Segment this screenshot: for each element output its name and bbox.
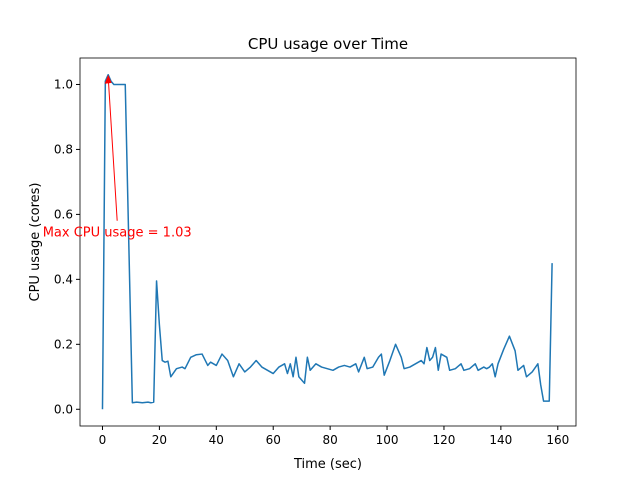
x-axis-label: Time (sec) [293,457,362,472]
plot-frame [79,57,577,427]
x-tick-label: 100 [376,433,399,447]
y-tick-label: 1.0 [54,77,73,91]
y-tick-label: 0.4 [54,272,73,286]
x-tick-label: 140 [489,433,512,447]
x-tick-label: 40 [209,433,224,447]
y-tick-label: 0.0 [54,402,73,416]
annotation-text: Max CPU usage = 1.03 [43,226,192,241]
x-tick-label: 20 [152,433,167,447]
x-tick-label: 80 [322,433,337,447]
y-tick-label: 0.2 [54,337,73,351]
x-tick-label: 160 [546,433,569,447]
y-tick-label: 0.6 [54,207,73,221]
x-tick-label: 120 [433,433,456,447]
annotation-arrowhead [104,74,112,84]
annotation-arrow [107,76,118,221]
x-tick-label: 0 [99,433,107,447]
line [101,73,553,410]
y-tick-label: 0.8 [54,142,73,156]
chart-title: CPU usage over Time [248,35,408,53]
y-axis-label: CPU usage (cores) [28,183,43,302]
x-tick-label: 60 [266,433,281,447]
